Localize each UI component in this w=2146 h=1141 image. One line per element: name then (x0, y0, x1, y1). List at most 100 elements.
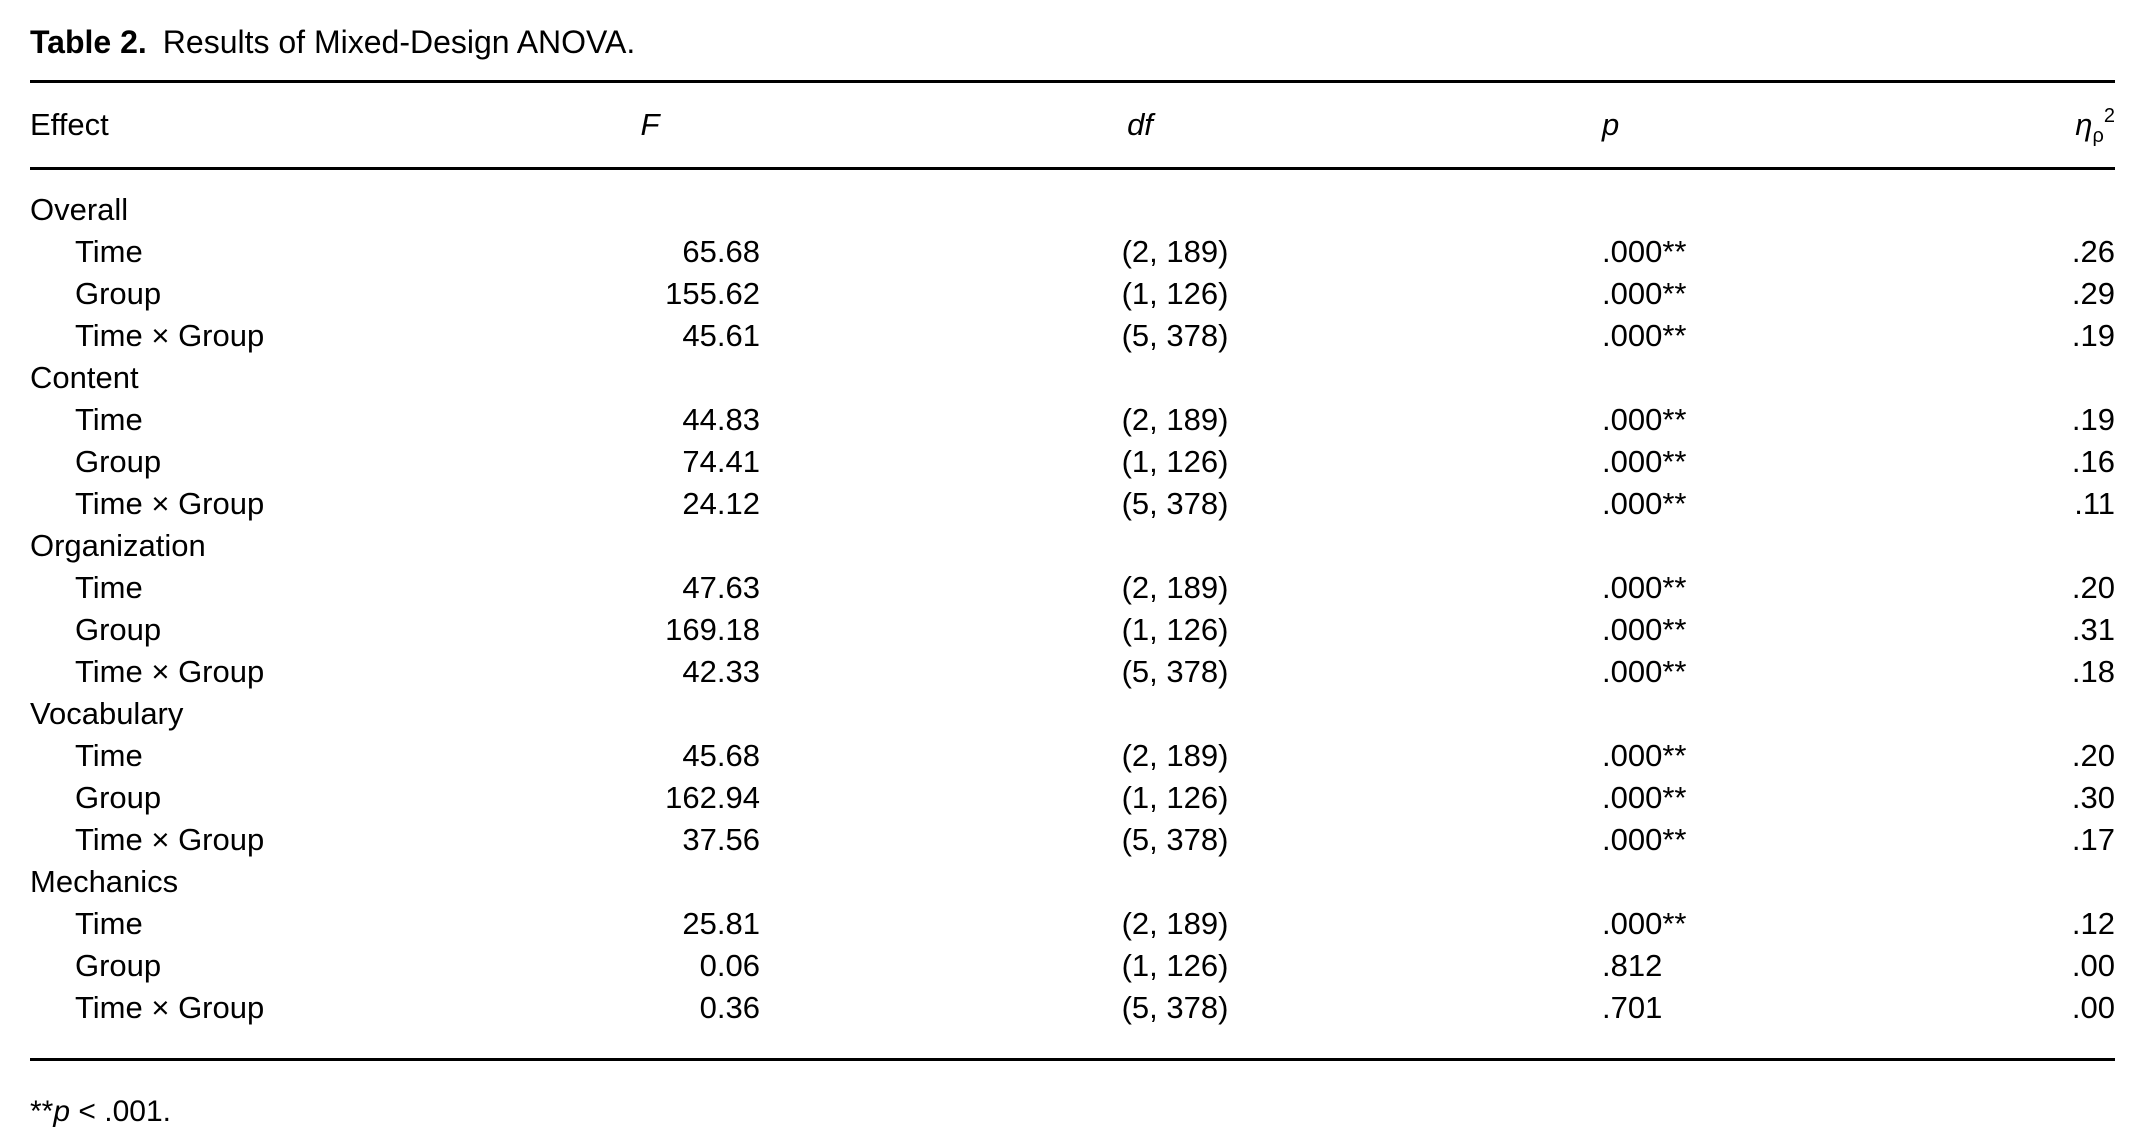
table-row: Time 25.81 (2, 189) .000** .12 (30, 903, 2115, 945)
table-row: Group 169.18 (1, 126) .000** .31 (30, 609, 2115, 651)
df-value-cell: (5, 378) (1121, 318, 1229, 353)
f-value-cell: 37.56 (682, 822, 760, 857)
p-value-cell: .000** (1602, 780, 1687, 815)
f-value-cell: 44.83 (682, 402, 760, 437)
section-label: Overall (30, 192, 129, 227)
p-value-cell: .000** (1602, 402, 1687, 437)
empty-cell (760, 693, 1590, 735)
empty-cell (610, 693, 760, 735)
eta-superscript: 2 (2103, 105, 2115, 127)
col-header-effect: Effect (30, 81, 610, 170)
table-row: Time × Group 37.56 (5, 378) .000** .17 (30, 819, 2115, 861)
eta-value-cell: .20 (2071, 738, 2115, 773)
col-header-eta-squared: ηρ2 (1890, 81, 2115, 170)
section-row: Mechanics (30, 861, 2115, 903)
table-row: Time 47.63 (2, 189) .000** .20 (30, 567, 2115, 609)
section-label: Content (30, 360, 139, 395)
effect-cell: Group (75, 612, 162, 647)
eta-value-cell: .26 (2071, 234, 2115, 269)
p-value-cell: .812 (1602, 948, 1663, 983)
p-value-cell: .000** (1602, 906, 1687, 941)
f-value-cell: 169.18 (665, 612, 760, 647)
eta-value-cell: .19 (2071, 402, 2115, 437)
empty-cell (1890, 861, 2115, 903)
section-label: Mechanics (30, 864, 179, 899)
header-row: Effect F df p ηρ2 (30, 81, 2115, 170)
eta-symbol: η (2075, 107, 2093, 142)
eta-value-cell: .19 (2071, 318, 2115, 353)
empty-cell (1590, 357, 1890, 399)
df-value-cell: (2, 189) (1121, 234, 1229, 269)
table-row: Time 44.83 (2, 189) .000** .19 (30, 399, 2115, 441)
df-value-cell: (5, 378) (1121, 486, 1229, 521)
df-value-cell: (2, 189) (1121, 738, 1229, 773)
effect-cell: Time (75, 906, 143, 941)
effect-cell: Time × Group (75, 318, 265, 353)
effect-cell: Time × Group (75, 990, 265, 1025)
table-row: Group 155.62 (1, 126) .000** .29 (30, 273, 2115, 315)
empty-cell (760, 169, 1590, 232)
section-row: Content (30, 357, 2115, 399)
footnote-text: < .001. (70, 1095, 171, 1128)
section-row: Overall (30, 169, 2115, 232)
effect-cell: Time × Group (75, 822, 265, 857)
effect-cell: Group (75, 444, 162, 479)
table-row: Time × Group 42.33 (5, 378) .000** .18 (30, 651, 2115, 693)
empty-cell (1890, 693, 2115, 735)
section-row: Organization (30, 525, 2115, 567)
eta-value-cell: .20 (2071, 570, 2115, 605)
empty-cell (760, 525, 1590, 567)
empty-cell (1590, 861, 1890, 903)
effect-cell: Time (75, 570, 143, 605)
table-row: Time 65.68 (2, 189) .000** .26 (30, 231, 2115, 273)
table-row: Group 162.94 (1, 126) .000** .30 (30, 777, 2115, 819)
anova-results-table: Effect F df p ηρ2 Overall Time 65.68 (2, 18… (30, 80, 2115, 1061)
p-value-cell: .000** (1602, 654, 1687, 689)
empty-cell (1590, 169, 1890, 232)
effect-cell: Time × Group (75, 486, 265, 521)
table-row: Time × Group 0.36 (5, 378) .701 .00 (30, 987, 2115, 1060)
p-value-cell: .000** (1602, 738, 1687, 773)
f-value-cell: 0.06 (699, 948, 760, 983)
effect-cell: Time (75, 738, 143, 773)
df-value-cell: (5, 378) (1121, 990, 1229, 1025)
f-value-cell: 45.68 (682, 738, 760, 773)
empty-cell (1890, 357, 2115, 399)
effect-cell: Group (75, 948, 162, 983)
f-value-cell: 0.36 (699, 990, 760, 1025)
df-value-cell: (1, 126) (1121, 276, 1229, 311)
footnote-p-symbol: p (53, 1095, 71, 1128)
f-value-cell: 65.68 (682, 234, 760, 269)
table-row: Time × Group 45.61 (5, 378) .000** .19 (30, 315, 2115, 357)
p-value-cell: .000** (1602, 822, 1687, 857)
f-value-cell: 162.94 (665, 780, 760, 815)
eta-value-cell: .11 (2074, 486, 2115, 521)
f-value-cell: 25.81 (682, 906, 760, 941)
empty-cell (1590, 693, 1890, 735)
df-value-cell: (1, 126) (1121, 780, 1229, 815)
empty-cell (610, 861, 760, 903)
f-value-cell: 24.12 (682, 486, 760, 521)
col-header-f: F (610, 81, 760, 170)
table-row: Time × Group 24.12 (5, 378) .000** .11 (30, 483, 2115, 525)
df-value-cell: (2, 189) (1121, 906, 1229, 941)
effect-cell: Group (75, 780, 162, 815)
p-value-cell: .000** (1602, 444, 1687, 479)
table-row: Time 45.68 (2, 189) .000** .20 (30, 735, 2115, 777)
col-header-p: p (1590, 81, 1890, 170)
df-value-cell: (2, 189) (1121, 402, 1229, 437)
f-value-cell: 45.61 (682, 318, 760, 353)
p-value-cell: .000** (1602, 318, 1687, 353)
empty-cell (760, 861, 1590, 903)
eta-value-cell: .30 (2071, 780, 2115, 815)
df-value-cell: (5, 378) (1121, 654, 1229, 689)
section-label: Organization (30, 528, 206, 563)
f-value-cell: 42.33 (682, 654, 760, 689)
df-value-cell: (5, 378) (1121, 822, 1229, 857)
empty-cell (1890, 525, 2115, 567)
f-value-cell: 155.62 (665, 276, 760, 311)
table-body: Overall Time 65.68 (2, 189) .000** .26 Group 15… (30, 169, 2115, 1060)
table-footnote: **p < .001. (30, 1096, 2115, 1128)
empty-cell (760, 357, 1590, 399)
